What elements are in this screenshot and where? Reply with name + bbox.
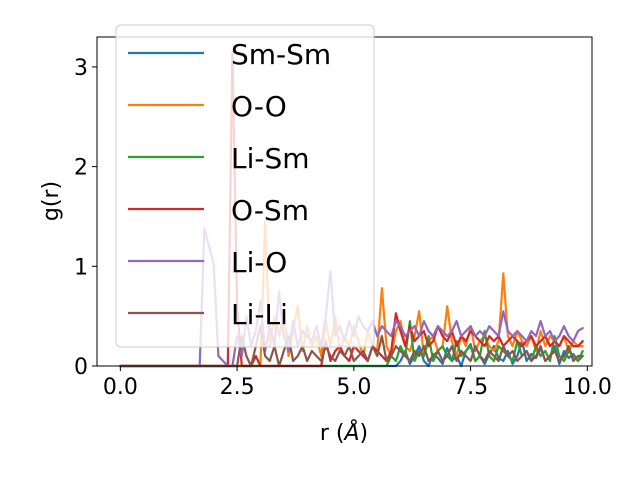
x-tick-label: 7.5 xyxy=(453,375,488,400)
legend: Sm-Sm O-O Li-Sm O-Sm Li-O Li-Li xyxy=(115,24,375,348)
y-tick-label: 2 xyxy=(74,156,88,181)
legend-label-li-o: Li-O xyxy=(231,246,287,279)
legend-label-li-sm: Li-Sm xyxy=(231,142,310,175)
x-tick-label: 0.0 xyxy=(103,375,138,400)
legend-label-li-li: Li-Li xyxy=(231,298,288,331)
legend-label-o-o: O-O xyxy=(231,90,287,123)
x-tick-label: 2.5 xyxy=(220,375,255,400)
x-axis: 0.0 2.5 5.0 7.5 10.0 xyxy=(103,366,612,400)
legend-label-o-sm: O-Sm xyxy=(231,194,309,227)
y-tick-label: 0 xyxy=(74,355,88,380)
legend-label-sm-sm: Sm-Sm xyxy=(231,38,331,71)
y-axis: 0 1 2 3 xyxy=(74,56,97,380)
x-axis-label: r (Å) xyxy=(320,419,368,446)
y-axis-label: g(r) xyxy=(39,181,64,221)
y-tick-label: 3 xyxy=(74,56,88,81)
x-tick-label: 10.0 xyxy=(563,375,612,400)
x-tick-label: 5.0 xyxy=(336,375,371,400)
y-tick-label: 1 xyxy=(74,255,88,280)
